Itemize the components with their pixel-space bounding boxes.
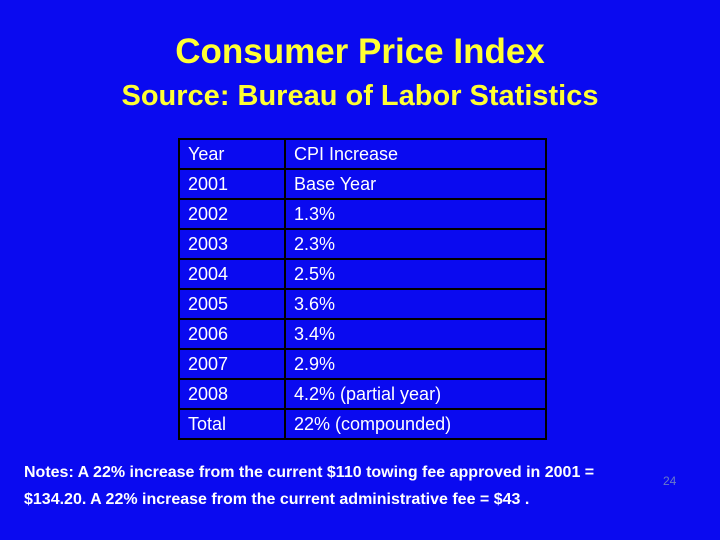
note-line: Notes: A 22% increase from the current $… — [24, 464, 595, 481]
table-cell: 2.5% — [284, 258, 547, 290]
table-cell: 2001 — [178, 168, 286, 200]
table-cell: Total — [178, 408, 286, 440]
table-row: 2008 4.2% (partial year) — [178, 378, 547, 410]
table-cell: 3.4% — [284, 318, 547, 350]
table-cell: 2.9% — [284, 348, 547, 380]
table-cell: CPI Increase — [284, 138, 547, 170]
table-cell: 2004 — [178, 258, 286, 290]
table-cell: 1.3% — [284, 198, 547, 230]
subtitle: Source: Bureau of Labor Statistics — [121, 80, 599, 112]
cpi-table: Year CPI Increase 2001 Base Year 2002 1.3% 200… — [178, 138, 547, 440]
title: Consumer Price Index — [175, 32, 545, 71]
table-cell: 2002 — [178, 198, 286, 230]
table-row: 2005 3.6% — [178, 288, 547, 320]
table-cell: 2005 — [178, 288, 286, 320]
table-row: Total 22% (compounded) — [178, 408, 547, 440]
table-cell: Year — [178, 138, 286, 170]
table-cell: Base Year — [284, 168, 547, 200]
table-cell: 2007 — [178, 348, 286, 380]
table-row: 2006 3.4% — [178, 318, 547, 350]
table-cell: 2003 — [178, 228, 286, 260]
table-cell: 2.3% — [284, 228, 547, 260]
table-cell: 22% (compounded) — [284, 408, 547, 440]
table-cell: 2006 — [178, 318, 286, 350]
table-row: 2007 2.9% — [178, 348, 547, 380]
table-cell: 4.2% (partial year) — [284, 378, 547, 410]
table-cell: 3.6% — [284, 288, 547, 320]
page-number: 24 — [663, 474, 677, 488]
table-row: 2004 2.5% — [178, 258, 547, 290]
note-line: $134.20. A 22% increase from the current… — [24, 491, 530, 508]
table-row: 2002 1.3% — [178, 198, 547, 230]
table-row: 2001 Base Year — [178, 168, 547, 200]
table-row: 2003 2.3% — [178, 228, 547, 260]
header-row: Year CPI Increase — [178, 138, 547, 170]
table-cell: 2008 — [178, 378, 286, 410]
